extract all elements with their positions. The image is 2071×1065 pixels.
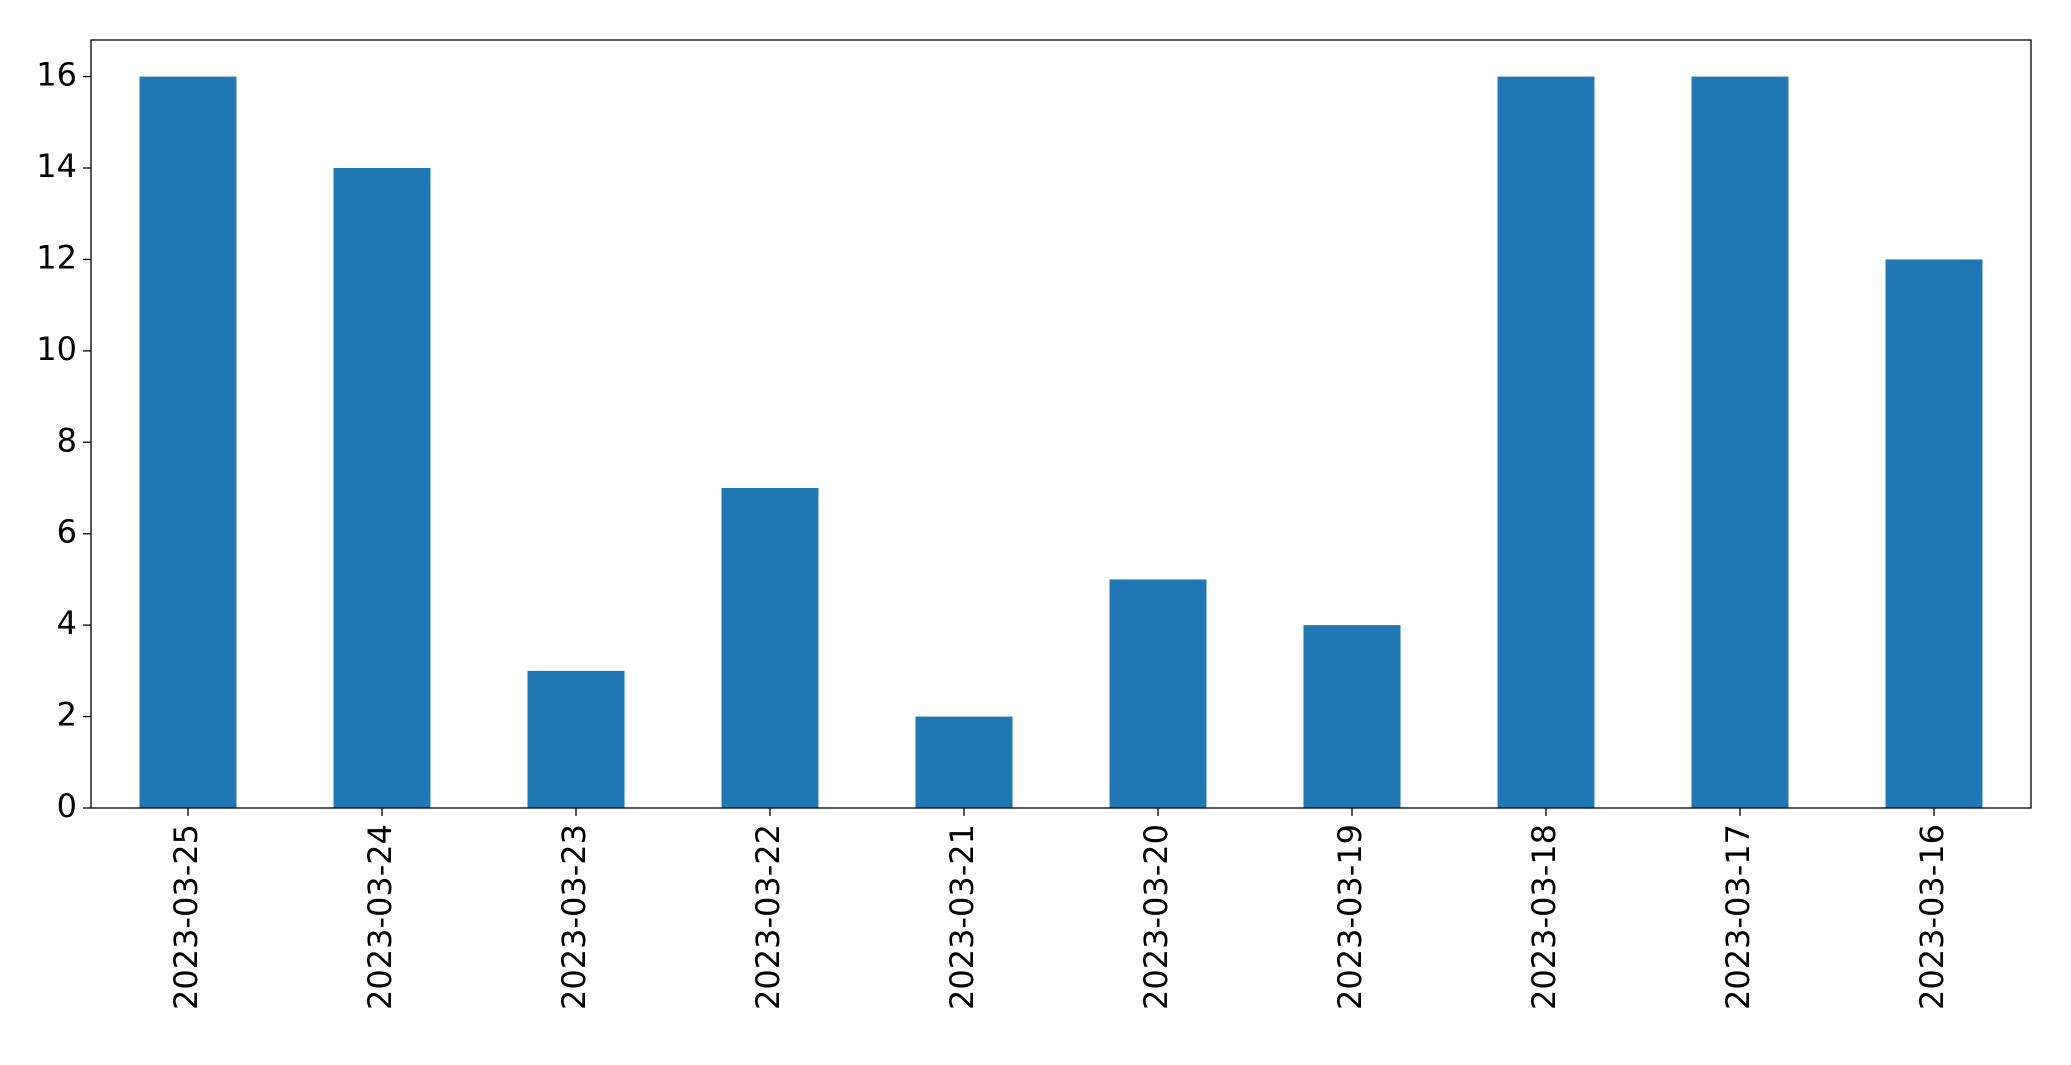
- y-tick-label: 16: [36, 56, 77, 94]
- bar: [1109, 579, 1207, 808]
- bar: [1691, 76, 1789, 809]
- bar: [1885, 259, 1983, 808]
- y-tick-label: 6: [57, 513, 77, 551]
- y-tick-label: 0: [57, 787, 77, 825]
- plot-frame: [90, 39, 2032, 809]
- x-tick-label: 2023-03-25: [167, 824, 205, 1010]
- bar: [527, 670, 625, 808]
- bar: [1303, 625, 1401, 808]
- y-tick-label: 8: [57, 421, 77, 459]
- bar: [1497, 76, 1595, 809]
- x-tick-label: 2023-03-22: [749, 824, 787, 1010]
- y-tick-label: 4: [57, 604, 77, 642]
- y-tick-label: 10: [36, 330, 77, 368]
- x-tick-label: 2023-03-23: [555, 824, 593, 1010]
- y-tick-label: 14: [36, 147, 77, 185]
- x-tick-label: 2023-03-16: [1913, 824, 1951, 1010]
- bar: [333, 168, 431, 808]
- x-tick-label: 2023-03-20: [1137, 824, 1175, 1010]
- bar: [139, 76, 237, 809]
- x-tick-label: 2023-03-24: [361, 824, 399, 1010]
- x-tick-label: 2023-03-18: [1525, 824, 1563, 1010]
- x-tick-label: 2023-03-19: [1331, 824, 1369, 1010]
- x-tick-label: 2023-03-17: [1719, 824, 1757, 1010]
- bar: [915, 716, 1013, 808]
- y-tick-label: 2: [57, 696, 77, 734]
- x-tick-label: 2023-03-21: [943, 824, 981, 1010]
- y-tick-label: 12: [36, 238, 77, 276]
- bar: [721, 488, 819, 808]
